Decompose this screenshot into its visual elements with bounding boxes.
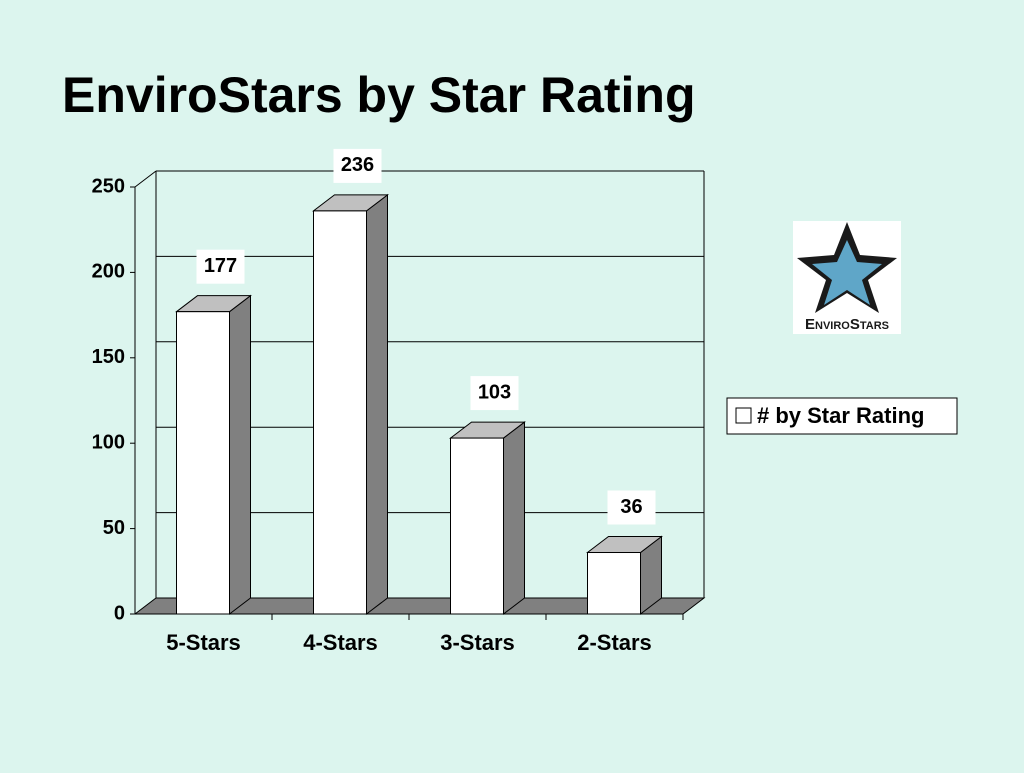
legend-box (726, 397, 958, 435)
x-tick-label: 4-Stars (303, 630, 378, 655)
data-label: 177 (204, 255, 237, 277)
y-tick-label: 100 (92, 431, 125, 453)
logo-globe (812, 240, 882, 305)
x-tick-label: 2-Stars (577, 630, 652, 655)
legend: # by Star Rating (726, 397, 958, 435)
y-tick-label: 200 (92, 261, 125, 283)
data-label-box (333, 148, 382, 183)
y-tick-label: 250 (92, 175, 125, 197)
data-label: 103 (478, 381, 511, 403)
data-label: 36 (620, 496, 642, 518)
x-tick-label: 3-Stars (440, 630, 515, 655)
y-tick-label: 150 (92, 346, 125, 368)
y-tick-label: 50 (103, 517, 125, 539)
bar-side (366, 193, 388, 616)
chart-title: EnviroStars by Star Rating (62, 67, 696, 123)
data-label: 236 (341, 154, 374, 176)
logo: EnviroStars (793, 221, 901, 334)
legend-label: # by Star Rating (757, 403, 924, 428)
bar (313, 210, 367, 615)
y-tick-label: 0 (114, 602, 125, 624)
bar-side (229, 294, 251, 616)
data-label-box (470, 376, 519, 411)
bar (450, 437, 504, 615)
bar-side (503, 421, 525, 616)
data-label-box (607, 490, 656, 525)
bar (587, 552, 641, 615)
x-tick-label: 5-Stars (166, 630, 241, 655)
logo-text: EnviroStars (805, 316, 889, 333)
bar (176, 311, 230, 615)
side-wall-top (134, 170, 157, 188)
legend-swatch (735, 407, 752, 424)
data-label-box (196, 249, 245, 284)
